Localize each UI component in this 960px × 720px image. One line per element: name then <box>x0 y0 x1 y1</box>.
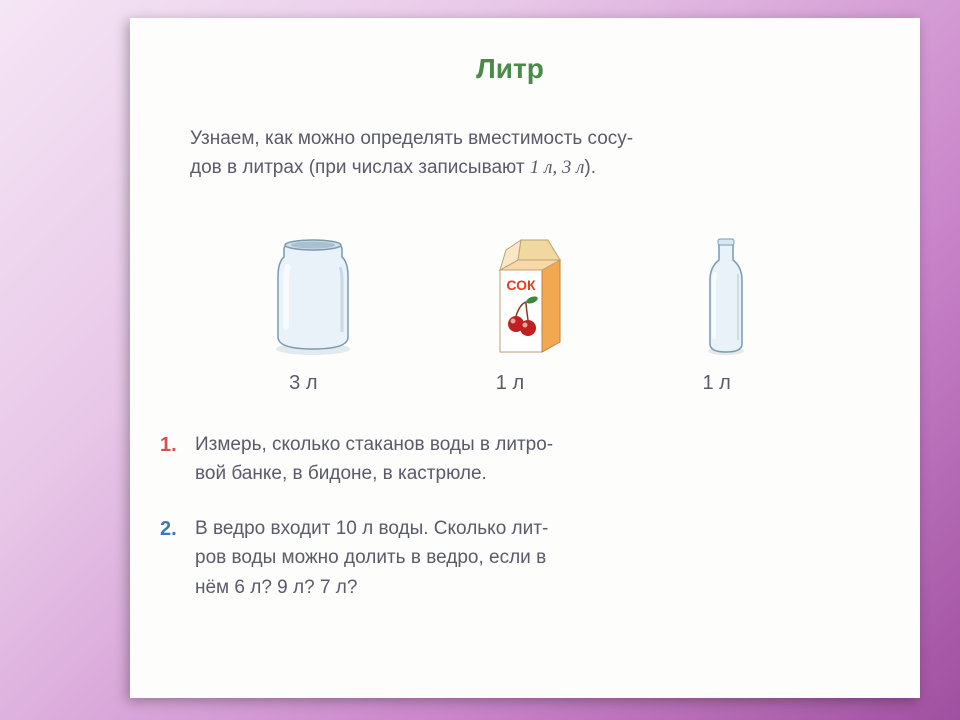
bottle-container <box>699 232 754 362</box>
question-1: 1. Измерь, сколько стаканов воды в литро… <box>160 430 840 489</box>
intro-paragraph: Узнаем, как можно определять вместимость… <box>190 125 840 182</box>
question-2-number: 2. <box>160 514 195 602</box>
intro-italic: 1 л, 3 л <box>530 157 585 178</box>
svg-text:СОК: СОК <box>507 277 537 293</box>
bottle-icon <box>699 232 754 357</box>
containers-row: СОК <box>200 212 820 362</box>
jar-label: 3 л <box>243 372 363 395</box>
juicebox-container: СОК <box>492 232 567 362</box>
question-1-text: Измерь, сколько стаканов воды в литро- в… <box>195 430 840 489</box>
question-2-text: В ведро входит 10 л воды. Сколько лит- р… <box>195 514 840 602</box>
textbook-page: Литр Узнаем, как можно определять вмести… <box>130 18 920 698</box>
intro-line-1: Узнаем, как можно определять вместимость… <box>190 128 633 149</box>
jar-container <box>266 227 361 362</box>
intro-line-2c: ). <box>584 157 596 178</box>
jar-icon <box>266 227 361 357</box>
intro-line-2a: дов в литрах (при числах записывают <box>190 157 530 178</box>
container-labels: 3 л 1 л 1 л <box>200 372 820 395</box>
question-1-number: 1. <box>160 430 195 489</box>
juicebox-label: 1 л <box>450 372 570 395</box>
question-2: 2. В ведро входит 10 л воды. Сколько лит… <box>160 514 840 602</box>
page-title: Литр <box>160 53 860 85</box>
juicebox-icon: СОК <box>492 232 567 357</box>
bottle-label: 1 л <box>657 372 777 395</box>
